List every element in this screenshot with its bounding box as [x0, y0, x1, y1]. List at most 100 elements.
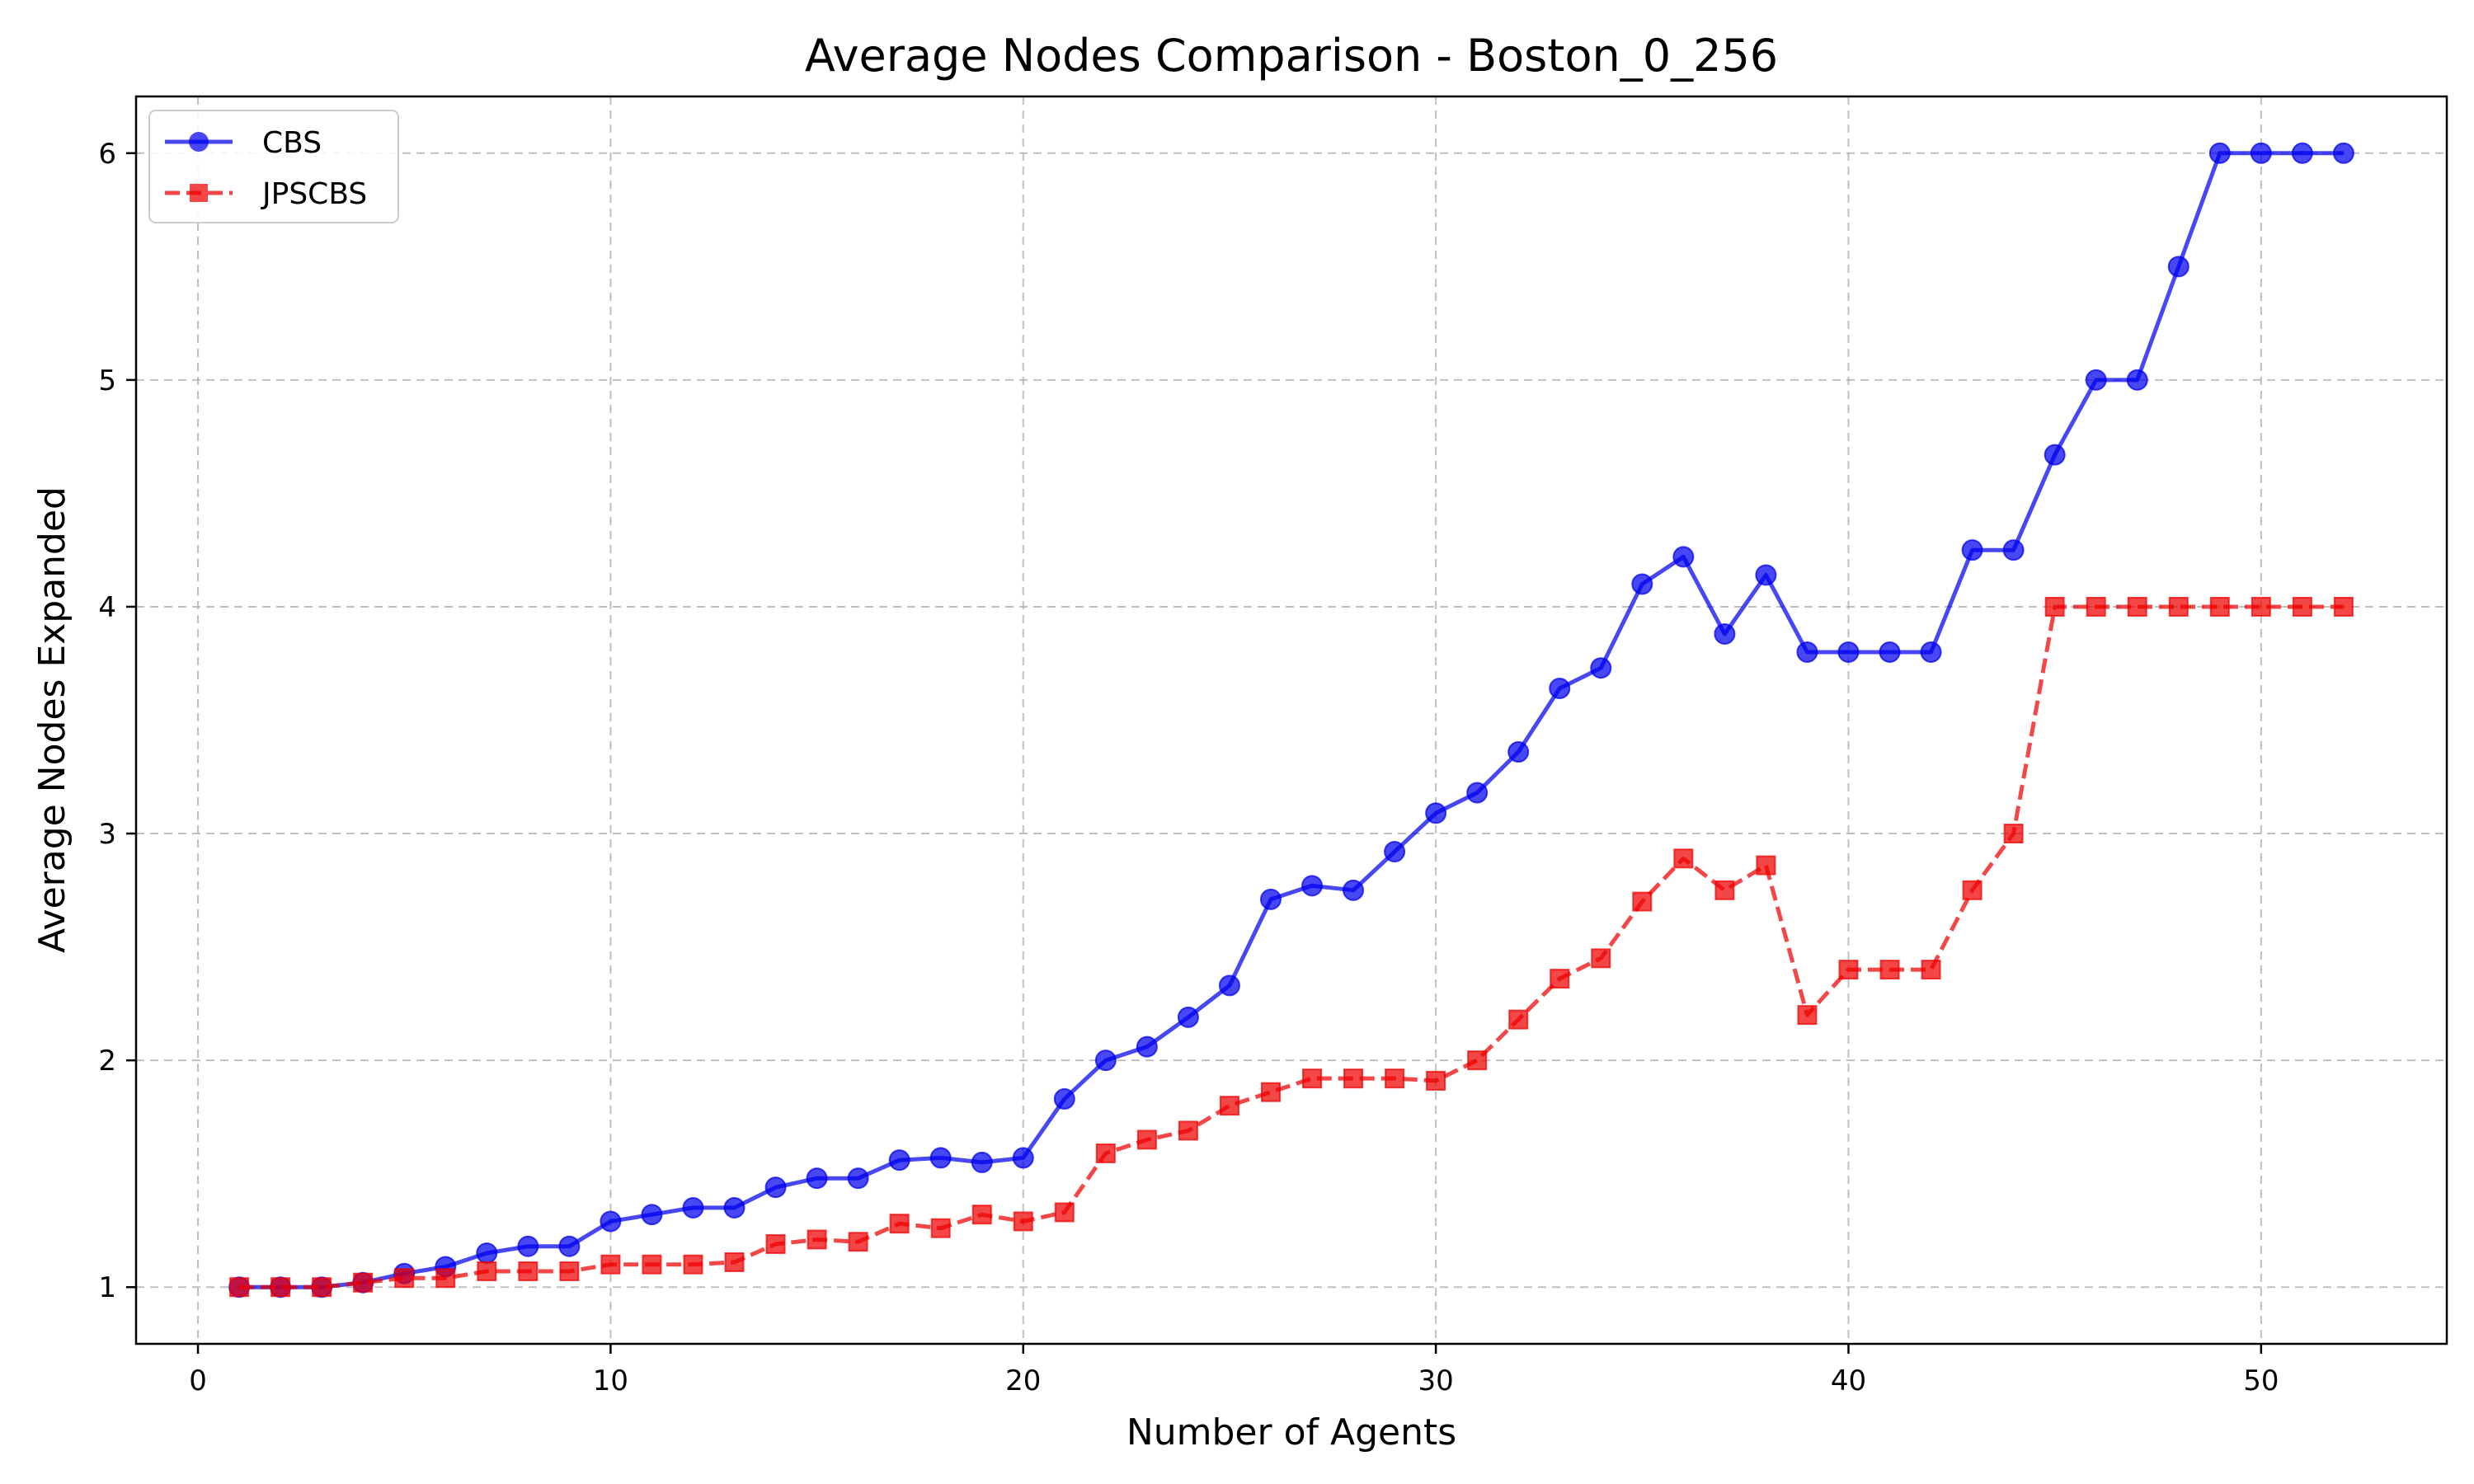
- data-point-jpscbs: [1467, 1050, 1488, 1071]
- data-point-jpscbs: [477, 1261, 497, 1281]
- data-point-jpscbs: [229, 1277, 250, 1298]
- data-point-cbs: [1384, 841, 1406, 863]
- data-point-jpscbs: [1673, 848, 1694, 869]
- data-point-cbs: [2208, 142, 2231, 164]
- data-point-jpscbs: [889, 1214, 910, 1234]
- data-point-jpscbs: [1385, 1068, 1405, 1089]
- data-point-cbs: [2002, 539, 2025, 561]
- data-point-jpscbs: [2168, 596, 2189, 617]
- data-point-jpscbs: [2044, 596, 2065, 617]
- data-point-cbs: [558, 1235, 581, 1257]
- data-point-jpscbs: [1178, 1120, 1198, 1141]
- series-jpscbs: [229, 596, 2354, 1298]
- data-point-cbs: [2167, 256, 2189, 278]
- data-point-cbs: [2085, 369, 2107, 391]
- data-point-cbs: [1177, 1006, 1199, 1028]
- data-point-cbs: [1837, 641, 1860, 663]
- data-point-cbs: [929, 1147, 952, 1169]
- data-point-cbs: [971, 1151, 993, 1173]
- data-point-cbs: [2250, 142, 2272, 164]
- data-point-cbs: [764, 1176, 787, 1199]
- y-tick-label: 3: [98, 818, 116, 851]
- data-point-jpscbs: [1714, 880, 1735, 900]
- data-point-cbs: [2044, 444, 2066, 466]
- data-point-jpscbs: [2127, 596, 2147, 617]
- data-point-jpscbs: [848, 1232, 868, 1252]
- data-point-jpscbs: [518, 1261, 539, 1281]
- data-point-jpscbs: [1962, 880, 1982, 900]
- plot-frame: [134, 95, 2448, 1345]
- data-point-jpscbs: [807, 1229, 827, 1250]
- data-point-jpscbs: [2003, 824, 2024, 844]
- data-point-cbs: [682, 1196, 704, 1219]
- data-point-cbs: [1590, 657, 1612, 679]
- data-point-jpscbs: [600, 1254, 621, 1275]
- data-point-jpscbs: [1302, 1068, 1323, 1089]
- data-point-cbs: [723, 1196, 745, 1219]
- data-point-jpscbs: [353, 1272, 374, 1293]
- data-point-cbs: [476, 1242, 498, 1264]
- data-point-jpscbs: [2333, 596, 2354, 617]
- data-point-jpscbs: [1260, 1082, 1281, 1102]
- data-point-cbs: [1053, 1087, 1075, 1110]
- data-point-cbs: [641, 1204, 663, 1226]
- legend: CBS JPSCBS: [148, 110, 399, 223]
- x-tick-label: 0: [189, 1364, 207, 1397]
- y-axis-label: Average Nodes Expanded: [31, 486, 73, 953]
- data-point-jpscbs: [971, 1205, 992, 1225]
- data-point-jpscbs: [1054, 1202, 1075, 1223]
- grid-lines: [136, 96, 2447, 1344]
- x-tick-label: 10: [593, 1364, 628, 1397]
- data-point-jpscbs: [1756, 855, 1776, 876]
- data-point-jpscbs: [2251, 596, 2271, 617]
- data-point-jpscbs: [1219, 1096, 1239, 1116]
- data-point-jpscbs: [642, 1254, 662, 1275]
- chart-title: Average Nodes Comparison - Boston_0_256: [805, 30, 1778, 82]
- data-point-cbs: [1961, 539, 1983, 561]
- data-point-jpscbs: [765, 1233, 786, 1254]
- data-point-cbs: [2291, 142, 2313, 164]
- series-line-jpscbs: [239, 604, 2344, 1289]
- data-point-cbs: [1920, 641, 1942, 663]
- data-point-jpscbs: [1591, 948, 1611, 969]
- y-tick-label: 5: [98, 364, 116, 397]
- data-point-jpscbs: [1550, 969, 1570, 989]
- x-tick-label: 30: [1418, 1364, 1453, 1397]
- x-tick-label: 50: [2243, 1364, 2279, 1397]
- data-point-jpscbs: [1095, 1143, 1116, 1163]
- data-point-cbs: [1879, 641, 1901, 663]
- data-point-cbs: [1631, 573, 1653, 595]
- data-point-jpscbs: [724, 1252, 745, 1272]
- data-point-jpscbs: [1797, 1005, 1818, 1026]
- data-point-cbs: [806, 1167, 828, 1190]
- data-point-cbs: [1755, 564, 1777, 586]
- data-point-cbs: [1507, 741, 1530, 763]
- data-point-jpscbs: [1508, 1009, 1529, 1030]
- legend-label-jpscbs: JPSCBS: [261, 177, 367, 211]
- x-tick-label: 20: [1005, 1364, 1041, 1397]
- legend-marker-jpscbs: [190, 184, 208, 202]
- data-point-cbs: [1094, 1050, 1117, 1072]
- data-point-cbs: [1549, 677, 1571, 699]
- y-tick-label: 2: [98, 1045, 116, 1078]
- data-point-jpscbs: [1426, 1070, 1446, 1091]
- legend-label-cbs: CBS: [262, 126, 322, 160]
- data-point-jpscbs: [2086, 596, 2106, 617]
- data-point-cbs: [1425, 802, 1447, 824]
- data-point-jpscbs: [1838, 960, 1859, 980]
- data-point-cbs: [517, 1235, 539, 1257]
- data-point-cbs: [1301, 875, 1324, 897]
- x-tick-label: 40: [1831, 1364, 1866, 1397]
- data-point-cbs: [1012, 1147, 1034, 1169]
- data-point-jpscbs: [394, 1268, 415, 1289]
- series-layer: [228, 142, 2354, 1298]
- data-point-jpscbs: [1879, 960, 1900, 980]
- data-point-cbs: [1466, 782, 1489, 804]
- data-point-jpscbs: [1632, 891, 1653, 912]
- data-point-jpscbs: [2209, 596, 2230, 617]
- data-point-cbs: [1796, 641, 1818, 663]
- y-tick-label: 1: [98, 1271, 116, 1304]
- data-point-jpscbs: [930, 1218, 951, 1238]
